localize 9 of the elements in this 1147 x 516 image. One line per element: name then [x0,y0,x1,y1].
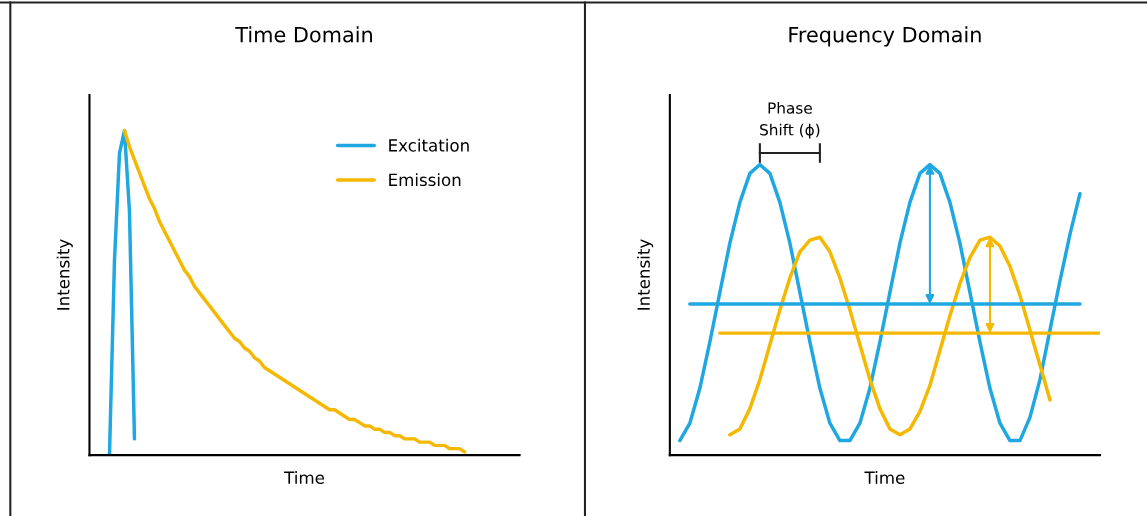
text: Phase Shift (ϕ) [760,101,820,139]
legend-label: Excitation [389,138,469,152]
x-axis-title: Time [284,471,325,484]
y-axis-title: Intensity [56,239,73,310]
chart-title: Time Domain [235,26,372,43]
x-axis-title: Time [864,471,905,484]
y-axis-title: Intensity [637,239,654,310]
chart-title: Frequency Domain [789,26,981,47]
legend-label: Emission [389,173,461,187]
